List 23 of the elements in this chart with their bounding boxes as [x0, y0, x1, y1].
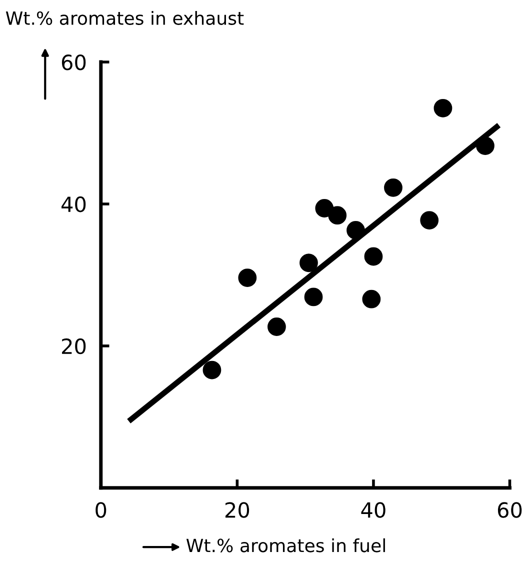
point [300, 254, 318, 272]
point [202, 360, 222, 380]
point [384, 178, 402, 197]
point [434, 98, 452, 118]
y-tick-label: 40 [62, 196, 86, 212]
point [476, 136, 494, 155]
point [346, 221, 365, 240]
x-tick-label: 20 [225, 502, 250, 518]
x-axis-title: Wt.% aromates in fuel [186, 538, 385, 552]
point [364, 247, 383, 266]
point [420, 211, 439, 230]
point [362, 290, 381, 308]
point [304, 288, 323, 306]
point [315, 199, 334, 218]
x-tick-label: 0 [96, 502, 106, 518]
point [238, 268, 257, 287]
point [328, 206, 347, 225]
x-tick-label: 40 [361, 502, 386, 518]
x-tick-label: 60 [498, 502, 522, 518]
point [268, 318, 286, 336]
y-tick-label: 60 [62, 54, 86, 70]
y-tick-label: 20 [62, 338, 86, 354]
y-axis-title: Wt.% aromates in exhaust [6, 11, 244, 25]
